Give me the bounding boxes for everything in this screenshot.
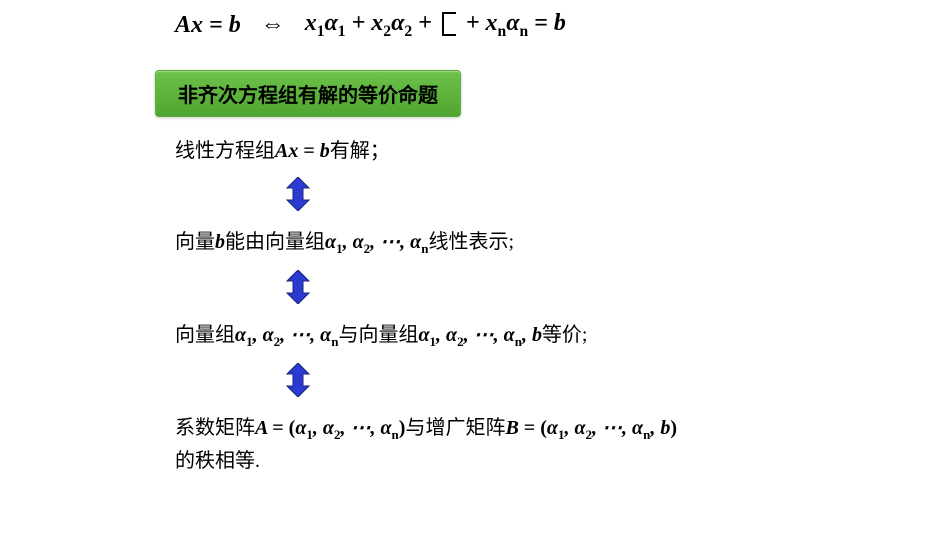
equation-lhs: Ax = b <box>175 12 241 39</box>
ellipsis-bracket <box>442 12 456 36</box>
s2-alphas: α1, α2, ⋯, αn <box>325 231 428 253</box>
updown-arrow-icon <box>285 363 311 397</box>
statement-4-line2: 的秩相等. <box>175 445 875 477</box>
s3-post: 等价; <box>542 324 588 346</box>
statements-block: 线性方程组Ax = b有解； 向量b能由向量组α1, α2, ⋯, αn线性表示… <box>175 135 875 477</box>
double-arrow-2 <box>285 270 875 309</box>
s3-g1: α1, α2, ⋯, αn <box>235 324 338 346</box>
s4-B: B = (α1, α2, ⋯, αn, b) <box>505 417 677 439</box>
s4-mid: 与增广矩阵 <box>405 417 505 439</box>
statement-1: 线性方程组Ax = b有解； <box>175 135 875 167</box>
s4-A: A = (α1, α2, ⋯, αn) <box>255 417 405 439</box>
s2-pre: 向量 <box>175 231 215 253</box>
equation-rhs: x1α1 + x2α2 + + xnαn = b <box>305 10 566 41</box>
double-arrow-1 <box>285 177 875 216</box>
s2-post: 线性表示; <box>428 231 514 253</box>
s3-pre: 向量组 <box>175 324 235 346</box>
updown-arrow-icon <box>285 177 311 211</box>
s1-post: 有解； <box>330 140 390 162</box>
s1-eq: Ax = b <box>275 140 330 162</box>
s1-pre: 线性方程组 <box>175 140 275 162</box>
section-banner: 非齐次方程组有解的等价命题 <box>155 70 461 117</box>
s3-mid: 与向量组 <box>338 324 418 346</box>
updown-arrow-icon <box>285 270 311 304</box>
double-arrow-3 <box>285 363 875 402</box>
s4-pre: 系数矩阵 <box>175 417 255 439</box>
s2-mid: 能由向量组 <box>225 231 325 253</box>
statement-3: 向量组α1, α2, ⋯, αn与向量组α1, α2, ⋯, αn, b等价; <box>175 319 875 353</box>
iff-symbol: ⇔ <box>261 11 285 39</box>
s2-b: b <box>215 231 225 253</box>
s3-g2: α1, α2, ⋯, αn, b <box>418 324 541 346</box>
top-equation: Ax = b ⇔ x1α1 + x2α2 + + xnαn = b <box>175 10 566 41</box>
statement-2: 向量b能由向量组α1, α2, ⋯, αn线性表示; <box>175 226 875 260</box>
statement-4-line1: 系数矩阵A = (α1, α2, ⋯, αn)与增广矩阵B = (α1, α2,… <box>175 412 875 446</box>
